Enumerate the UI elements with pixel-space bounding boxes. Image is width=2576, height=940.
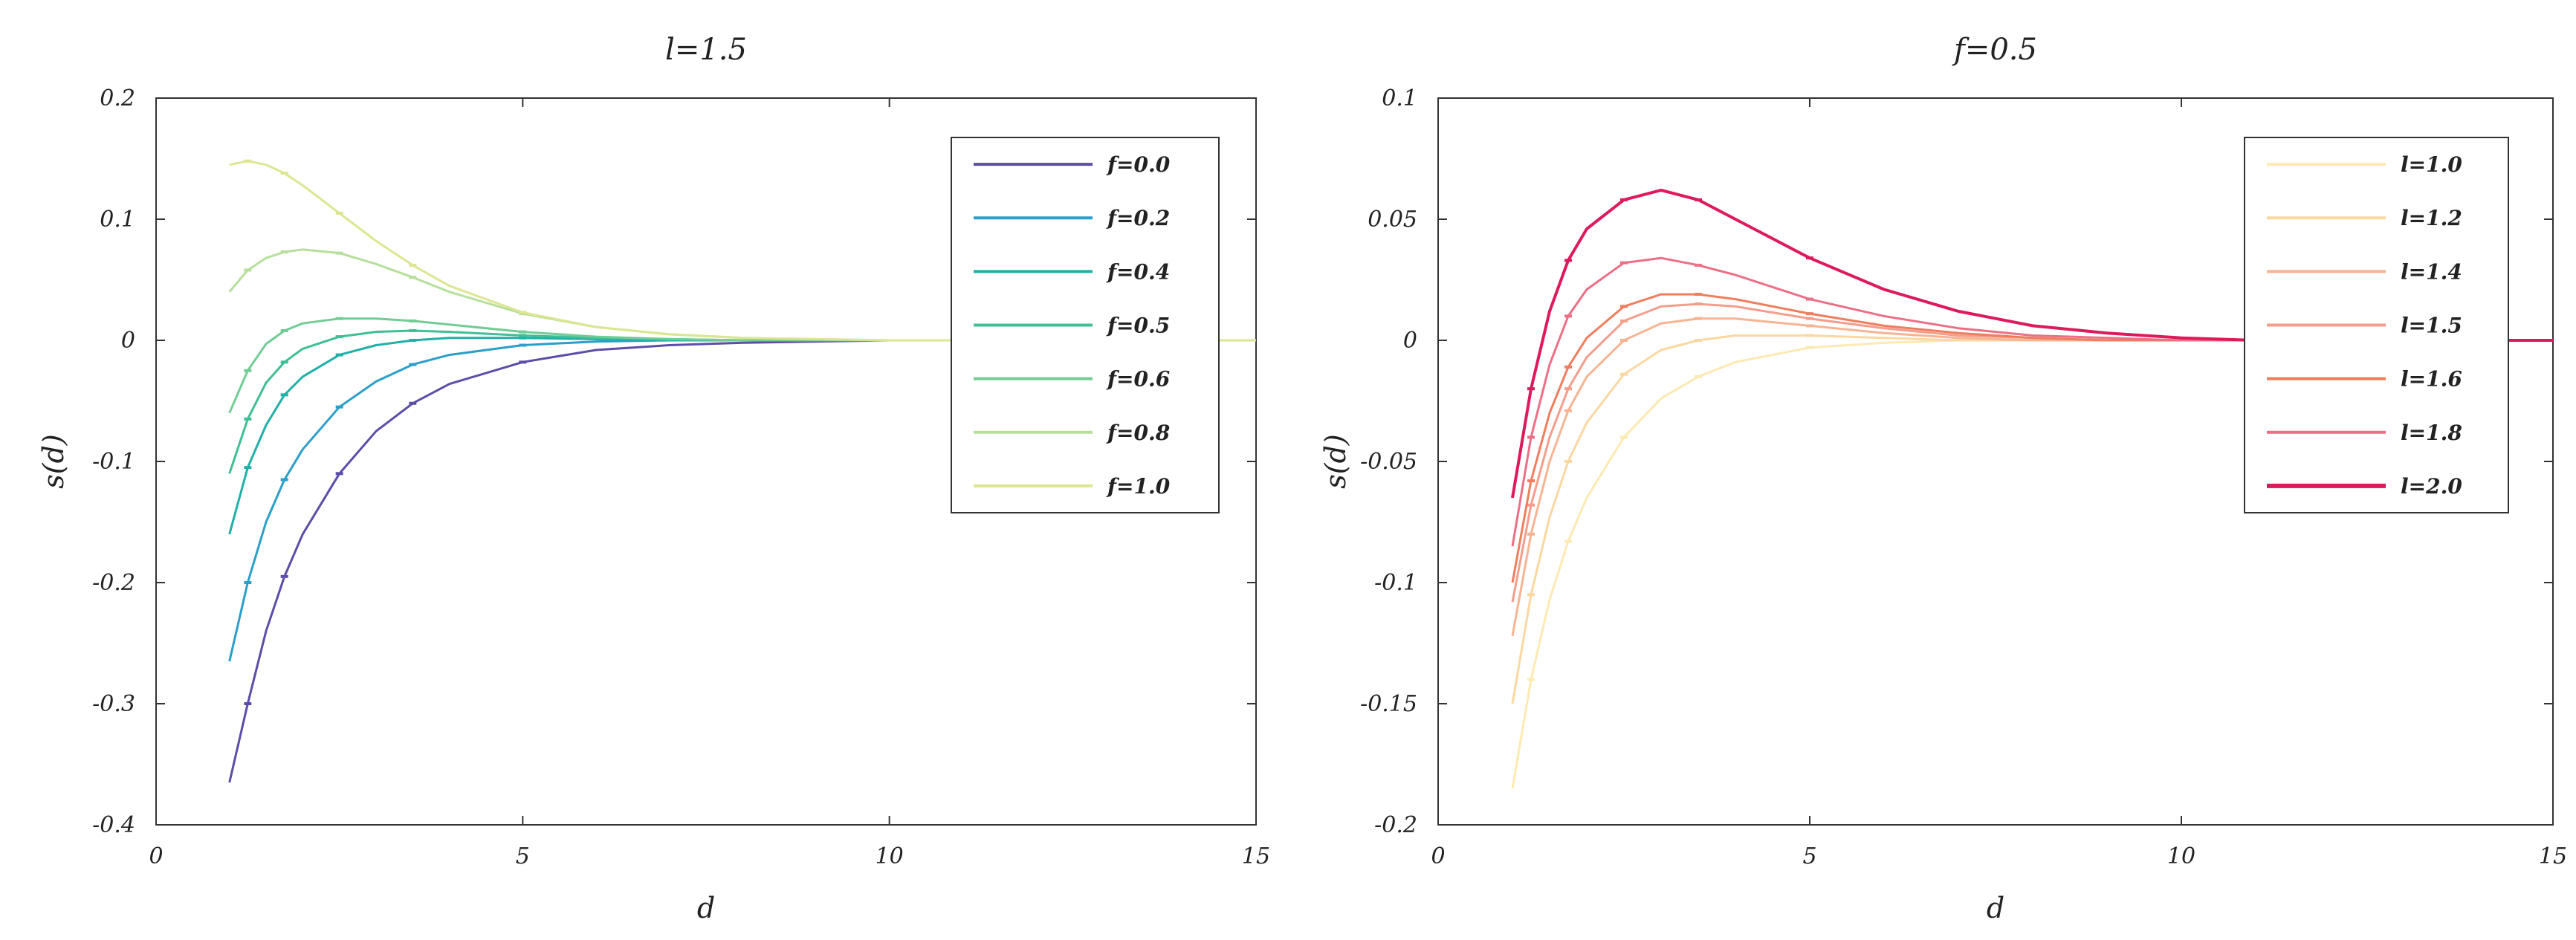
- y-tick-label: -0.15: [1360, 691, 1417, 717]
- chart-2: f=0.5 0 5 10 15 0.1 0.05 0 -0.05 -0.1 -0.15 -0.2 d s(…: [1319, 33, 2567, 924]
- legend-label: l=1.8: [2401, 421, 2462, 445]
- legend-label: f=0.6: [1106, 367, 1170, 392]
- legend-label: l=2.0: [2401, 474, 2462, 499]
- x-tick-label: 5: [516, 843, 530, 869]
- legend-label: f=0.0: [1106, 152, 1171, 177]
- x-axis-label: d: [1987, 892, 2004, 924]
- x-tick-label: 15: [1242, 843, 1270, 869]
- y-tick-label: 0.2: [100, 85, 135, 111]
- legend-label: f=0.8: [1106, 421, 1170, 445]
- y-axis-label: s(d): [1319, 434, 1352, 488]
- y-axis-label: s(d): [37, 434, 70, 488]
- y-tick-label: -0.05: [1360, 449, 1417, 475]
- y-tick-label: -0.1: [92, 449, 135, 475]
- y-tick-label: -0.2: [1374, 812, 1417, 838]
- chart-1: l=1.5 0 5 10 15 0.2 0.1 0 -0.1 -0.2 -0.3 -0.4 d s(d) f…: [37, 33, 1270, 924]
- y-tick-label: 0.1: [1382, 85, 1417, 111]
- x-tick-label: 10: [876, 843, 904, 869]
- x-tick-label: 10: [2167, 843, 2195, 869]
- chart-title: l=1.5: [665, 33, 747, 67]
- x-tick-label: 5: [1802, 843, 1816, 869]
- y-tick-label: 0.05: [1368, 207, 1417, 233]
- y-tick-label: -0.4: [92, 812, 135, 838]
- x-tick-label: 15: [2539, 843, 2567, 869]
- legend-label: l=1.5: [2401, 314, 2462, 338]
- chart-title: f=0.5: [1952, 33, 2037, 67]
- legend-label: l=1.0: [2401, 152, 2462, 177]
- legend-label: l=1.4: [2401, 259, 2462, 284]
- legend-label: l=1.2: [2401, 206, 2462, 230]
- x-tick-label: 0: [1431, 843, 1445, 869]
- y-tick-label: 0: [1403, 328, 1417, 354]
- x-axis-label: d: [697, 892, 715, 924]
- y-tick-label: 0: [121, 328, 135, 354]
- legend-label: f=1.0: [1106, 474, 1171, 499]
- legend-label: f=0.5: [1106, 314, 1170, 338]
- y-tick-label: -0.1: [1374, 570, 1417, 596]
- legend-label: f=0.4: [1106, 259, 1170, 284]
- legend-label: l=1.6: [2401, 367, 2462, 392]
- y-tick-label: -0.3: [92, 691, 135, 717]
- x-tick-label: 0: [149, 843, 163, 869]
- y-tick-label: -0.2: [92, 570, 135, 596]
- y-tick-label: 0.1: [100, 207, 135, 233]
- legend-label: f=0.2: [1106, 206, 1170, 230]
